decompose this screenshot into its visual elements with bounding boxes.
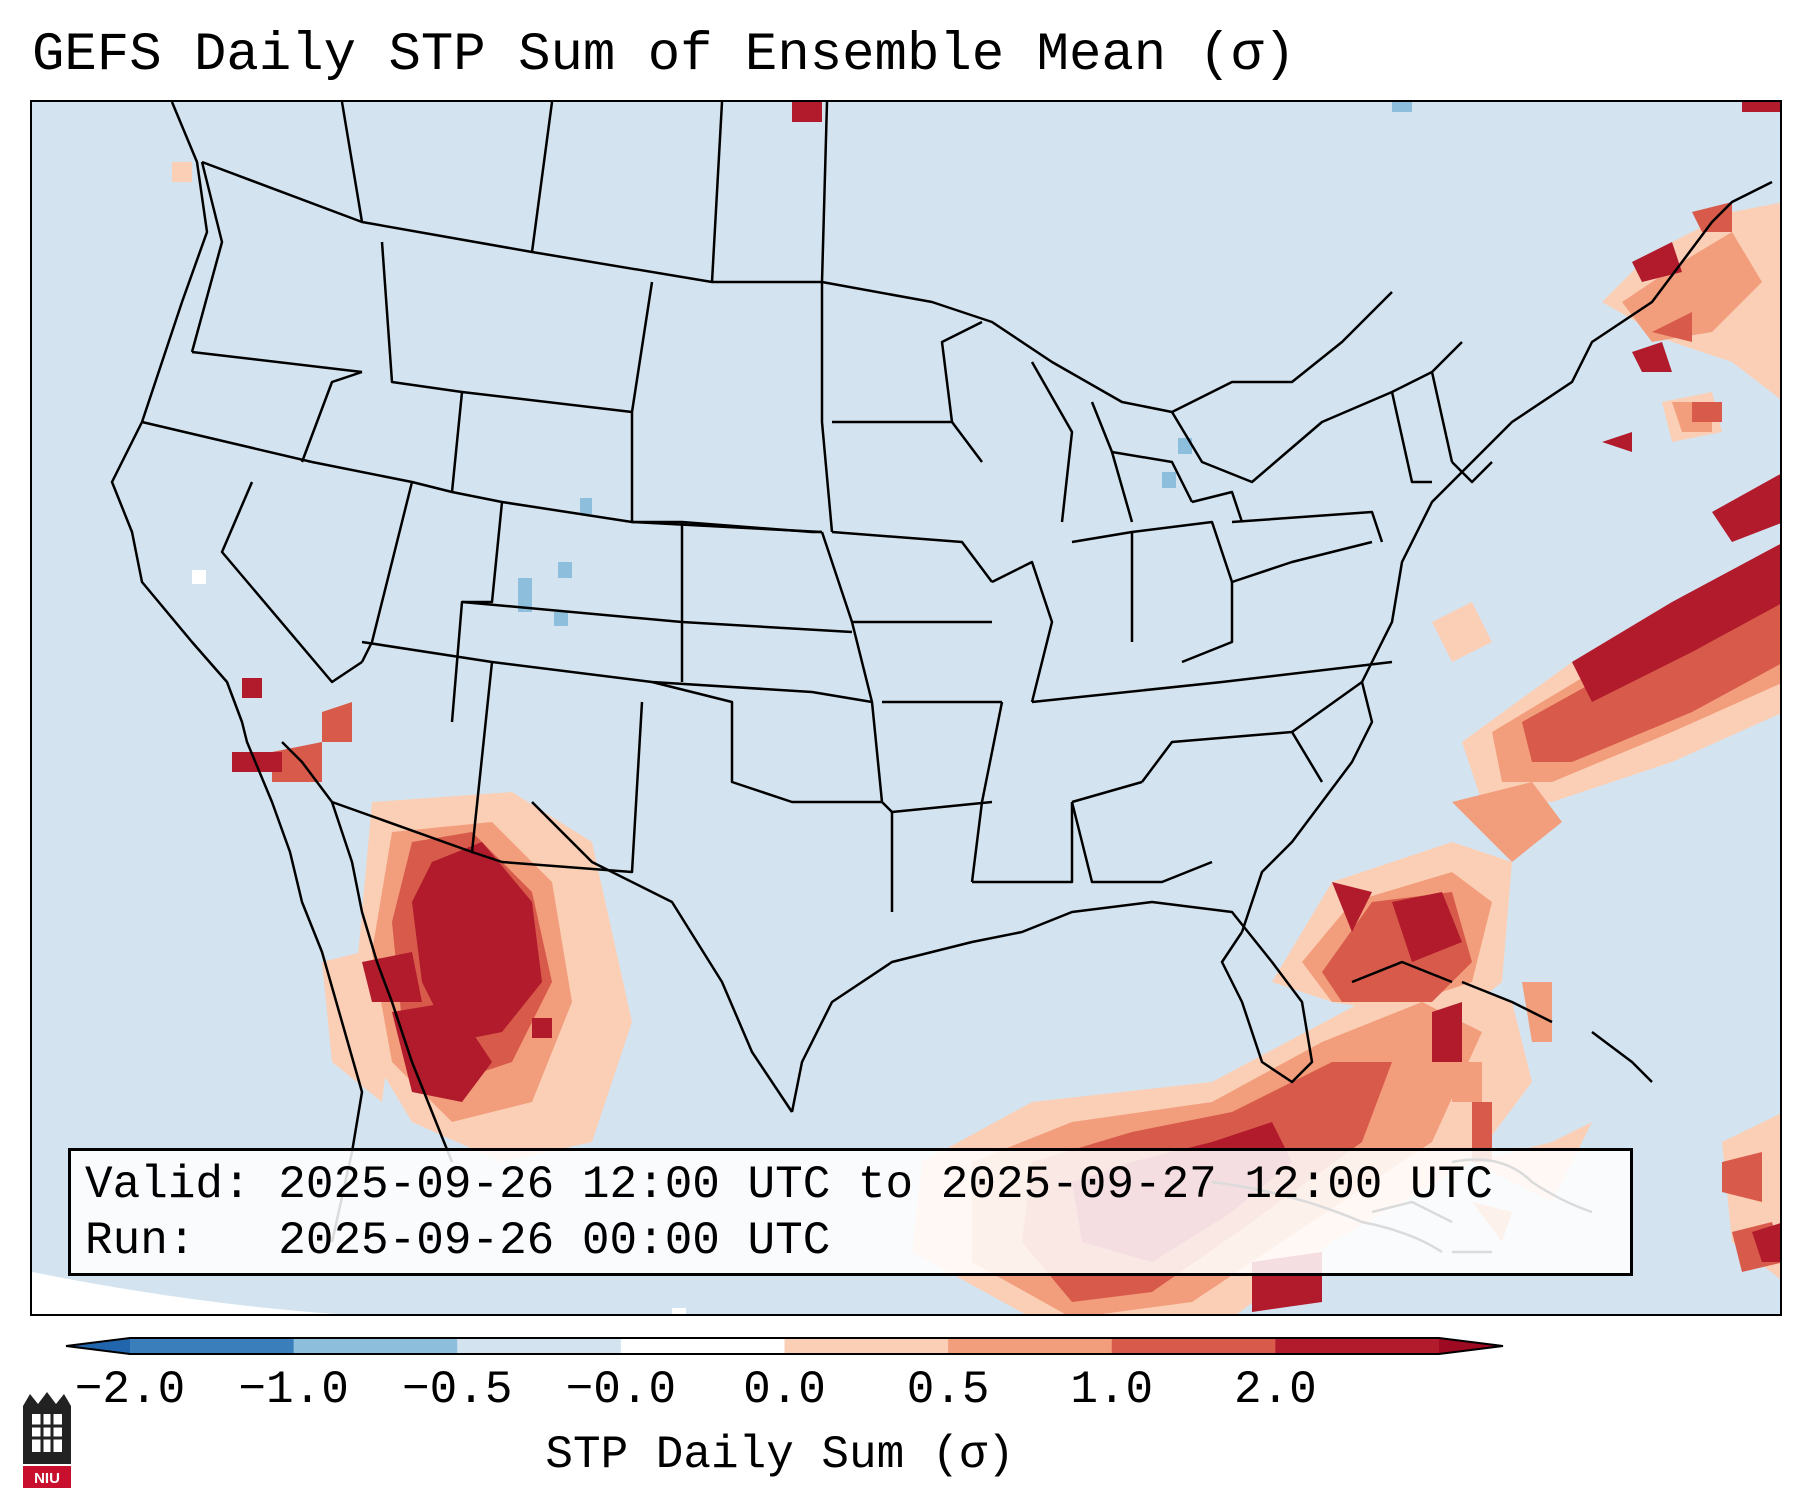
colorbar-tick-label: −0.0 xyxy=(565,1364,677,1416)
run-time-text: Run: 2025-09-26 00:00 UTC xyxy=(85,1215,831,1267)
colorbar xyxy=(65,1337,1504,1355)
colorbar-tick-label: −2.0 xyxy=(74,1364,186,1416)
map-canvas xyxy=(32,102,1780,1314)
colorbar-tick-label: −1.0 xyxy=(238,1364,349,1416)
colorbar-extend-high xyxy=(1439,1338,1503,1354)
map-panel[interactable] xyxy=(30,100,1782,1316)
state-lines xyxy=(141,102,1493,912)
stp-field xyxy=(172,102,1780,1314)
niu-logo-icon: NIU xyxy=(23,1392,71,1488)
colorbar-tick-label: 0.5 xyxy=(906,1364,990,1416)
colorbar-tick-label: 0.0 xyxy=(743,1364,826,1416)
niu-logo: NIU xyxy=(18,1392,76,1492)
stp-field-negative xyxy=(518,102,1412,626)
colorbar-bin xyxy=(1111,1338,1276,1354)
projection-edge xyxy=(32,1272,336,1314)
valid-time-text: Valid: 2025-09-26 12:00 UTC to 2025-09-2… xyxy=(85,1159,1493,1211)
colorbar-bin xyxy=(784,1338,949,1354)
colorbar-bin xyxy=(130,1338,295,1354)
colorbar-tick-label: 1.0 xyxy=(1070,1364,1154,1416)
colorbar-outline xyxy=(65,1337,1504,1355)
colorbar-tick-label: −0.5 xyxy=(402,1364,513,1416)
colorbar-extend-low xyxy=(66,1338,130,1354)
colorbar-bin xyxy=(293,1338,458,1354)
colorbar-bin xyxy=(457,1338,622,1354)
valid-run-info-box: Valid: 2025-09-26 12:00 UTC to 2025-09-2… xyxy=(68,1148,1633,1276)
colorbar-bin xyxy=(1275,1338,1440,1354)
niu-logo-text: NIU xyxy=(34,1470,60,1487)
colorbar-label: STP Daily Sum (σ) xyxy=(545,1429,1015,1481)
colorbar-tick-label: 2.0 xyxy=(1233,1364,1317,1416)
stp-field-near-zero xyxy=(192,570,686,1314)
colorbar-bin xyxy=(948,1338,1113,1354)
map-title: GEFS Daily STP Sum of Ensemble Mean (σ) xyxy=(32,25,1296,86)
colorbar-bin xyxy=(620,1338,785,1354)
